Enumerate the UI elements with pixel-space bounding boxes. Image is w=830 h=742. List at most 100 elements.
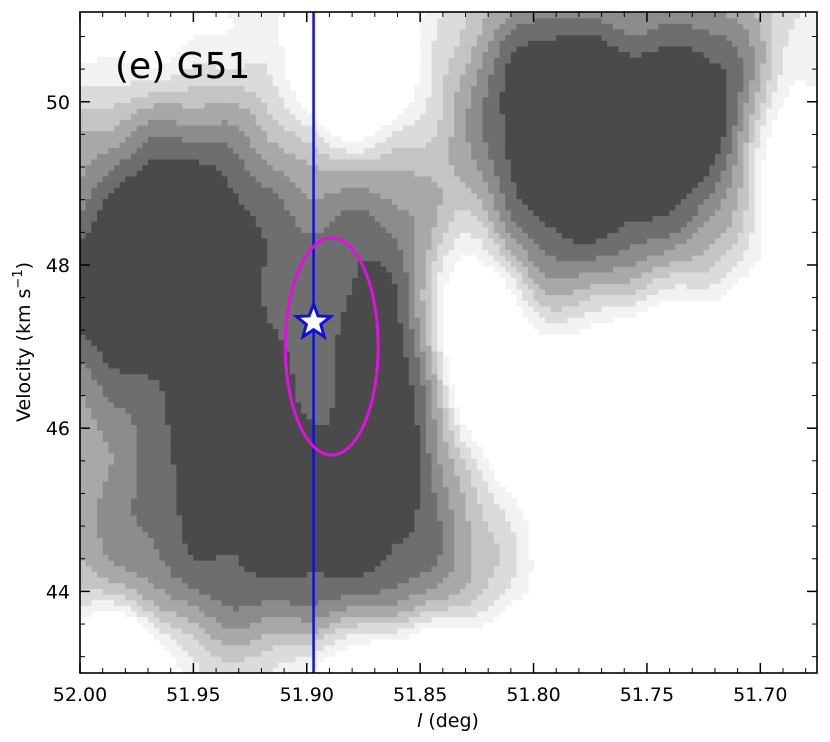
- contour-cell: [352, 548, 359, 555]
- contour-cell: [352, 633, 359, 640]
- contour-cell: [91, 458, 98, 465]
- contour-cell: [255, 576, 263, 584]
- contour-cell: [284, 339, 291, 346]
- contour-cell: [142, 317, 149, 324]
- contour-cell: [448, 418, 455, 426]
- contour-cell: [267, 396, 274, 403]
- contour-cell: [165, 458, 172, 465]
- contour-cell: [170, 650, 177, 657]
- contour-cell: [556, 277, 563, 284]
- contour-cell: [437, 463, 444, 471]
- contour-cell: [136, 401, 143, 409]
- contour-cell: [289, 571, 297, 578]
- contour-cell: [675, 294, 682, 301]
- contour-cell: [284, 605, 291, 612]
- contour-cell: [199, 390, 206, 397]
- contour-cell: [80, 407, 87, 414]
- contour-cell: [329, 599, 336, 606]
- contour-cell: [471, 571, 478, 578]
- contour-cell: [85, 311, 92, 318]
- contour-cell: [425, 520, 433, 527]
- contour-cell: [318, 486, 325, 493]
- contour-cell: [607, 294, 614, 301]
- contour-cell: [493, 599, 501, 606]
- contour-cell: [114, 560, 121, 567]
- contour-cell: [391, 413, 399, 420]
- contour-cell: [425, 401, 433, 409]
- contour-cell: [318, 531, 325, 539]
- contour-cell: [227, 277, 234, 284]
- contour-cell: [148, 537, 155, 544]
- contour-cell: [159, 345, 166, 352]
- contour-cell: [165, 622, 172, 629]
- contour-cell: [306, 463, 314, 471]
- contour-cell: [340, 531, 348, 539]
- contour-cell: [442, 610, 450, 618]
- contour-cell: [131, 509, 138, 516]
- contour-cell: [295, 288, 302, 296]
- contour-cell: [369, 356, 376, 363]
- contour-cell: [227, 576, 234, 584]
- contour-cell: [425, 311, 433, 318]
- contour-cell: [159, 407, 166, 414]
- contour-cell: [471, 593, 478, 601]
- contour-cell: [119, 593, 126, 601]
- contour-cell: [165, 367, 172, 375]
- contour-cell: [612, 283, 620, 290]
- contour-cell: [663, 288, 671, 296]
- contour-cell: [505, 593, 512, 601]
- contour-cell: [284, 294, 291, 301]
- contour-cell: [408, 447, 416, 454]
- contour-cell: [431, 475, 438, 482]
- contour-cell: [369, 554, 376, 561]
- contour-cell: [306, 593, 314, 601]
- contour-cell: [397, 367, 404, 375]
- contour-cell: [182, 288, 189, 296]
- contour-cell: [374, 277, 382, 284]
- contour-cell: [397, 616, 404, 623]
- contour-cell: [329, 633, 336, 640]
- contour-cell: [363, 486, 370, 493]
- contour-cell: [306, 576, 314, 584]
- contour-cell: [459, 435, 467, 442]
- contour-cell: [414, 413, 421, 420]
- contour-cell: [312, 430, 319, 437]
- contour-cell: [85, 447, 92, 454]
- contour-cell: [284, 396, 291, 403]
- contour-cell: [556, 283, 563, 290]
- contour-cell: [312, 537, 319, 544]
- contour-cell: [233, 593, 240, 601]
- contour-cell: [295, 571, 302, 578]
- contour-cell: [312, 588, 319, 595]
- contour-cell: [346, 627, 353, 635]
- contour-cell: [238, 599, 246, 606]
- contour-cell: [335, 514, 342, 522]
- contour-cell: [153, 407, 160, 414]
- contour-cell: [204, 379, 211, 386]
- contour-cell: [221, 616, 228, 623]
- contour-cell: [369, 526, 376, 533]
- contour-cell: [114, 396, 121, 403]
- contour-cell: [499, 571, 506, 578]
- contour-cell: [182, 560, 189, 567]
- contour-cell: [238, 356, 246, 363]
- contour-cell: [465, 435, 472, 442]
- contour-cell: [380, 305, 387, 313]
- contour-cell: [148, 526, 155, 533]
- contour-cell: [187, 452, 194, 459]
- contour-cell: [425, 384, 433, 392]
- contour-cell: [403, 610, 410, 618]
- contour-cell: [488, 593, 495, 601]
- contour-cell: [437, 317, 444, 324]
- contour-cell: [255, 560, 263, 567]
- contour-cell: [720, 283, 727, 290]
- contour-cell: [454, 424, 461, 431]
- contour-cell: [420, 384, 427, 392]
- contour-cell: [238, 317, 246, 324]
- contour-cell: [108, 480, 115, 488]
- contour-cell: [641, 271, 648, 279]
- contour-cell: [391, 350, 399, 358]
- contour-cell: [227, 661, 234, 668]
- contour-cell: [153, 627, 160, 635]
- contour-cell: [125, 373, 132, 380]
